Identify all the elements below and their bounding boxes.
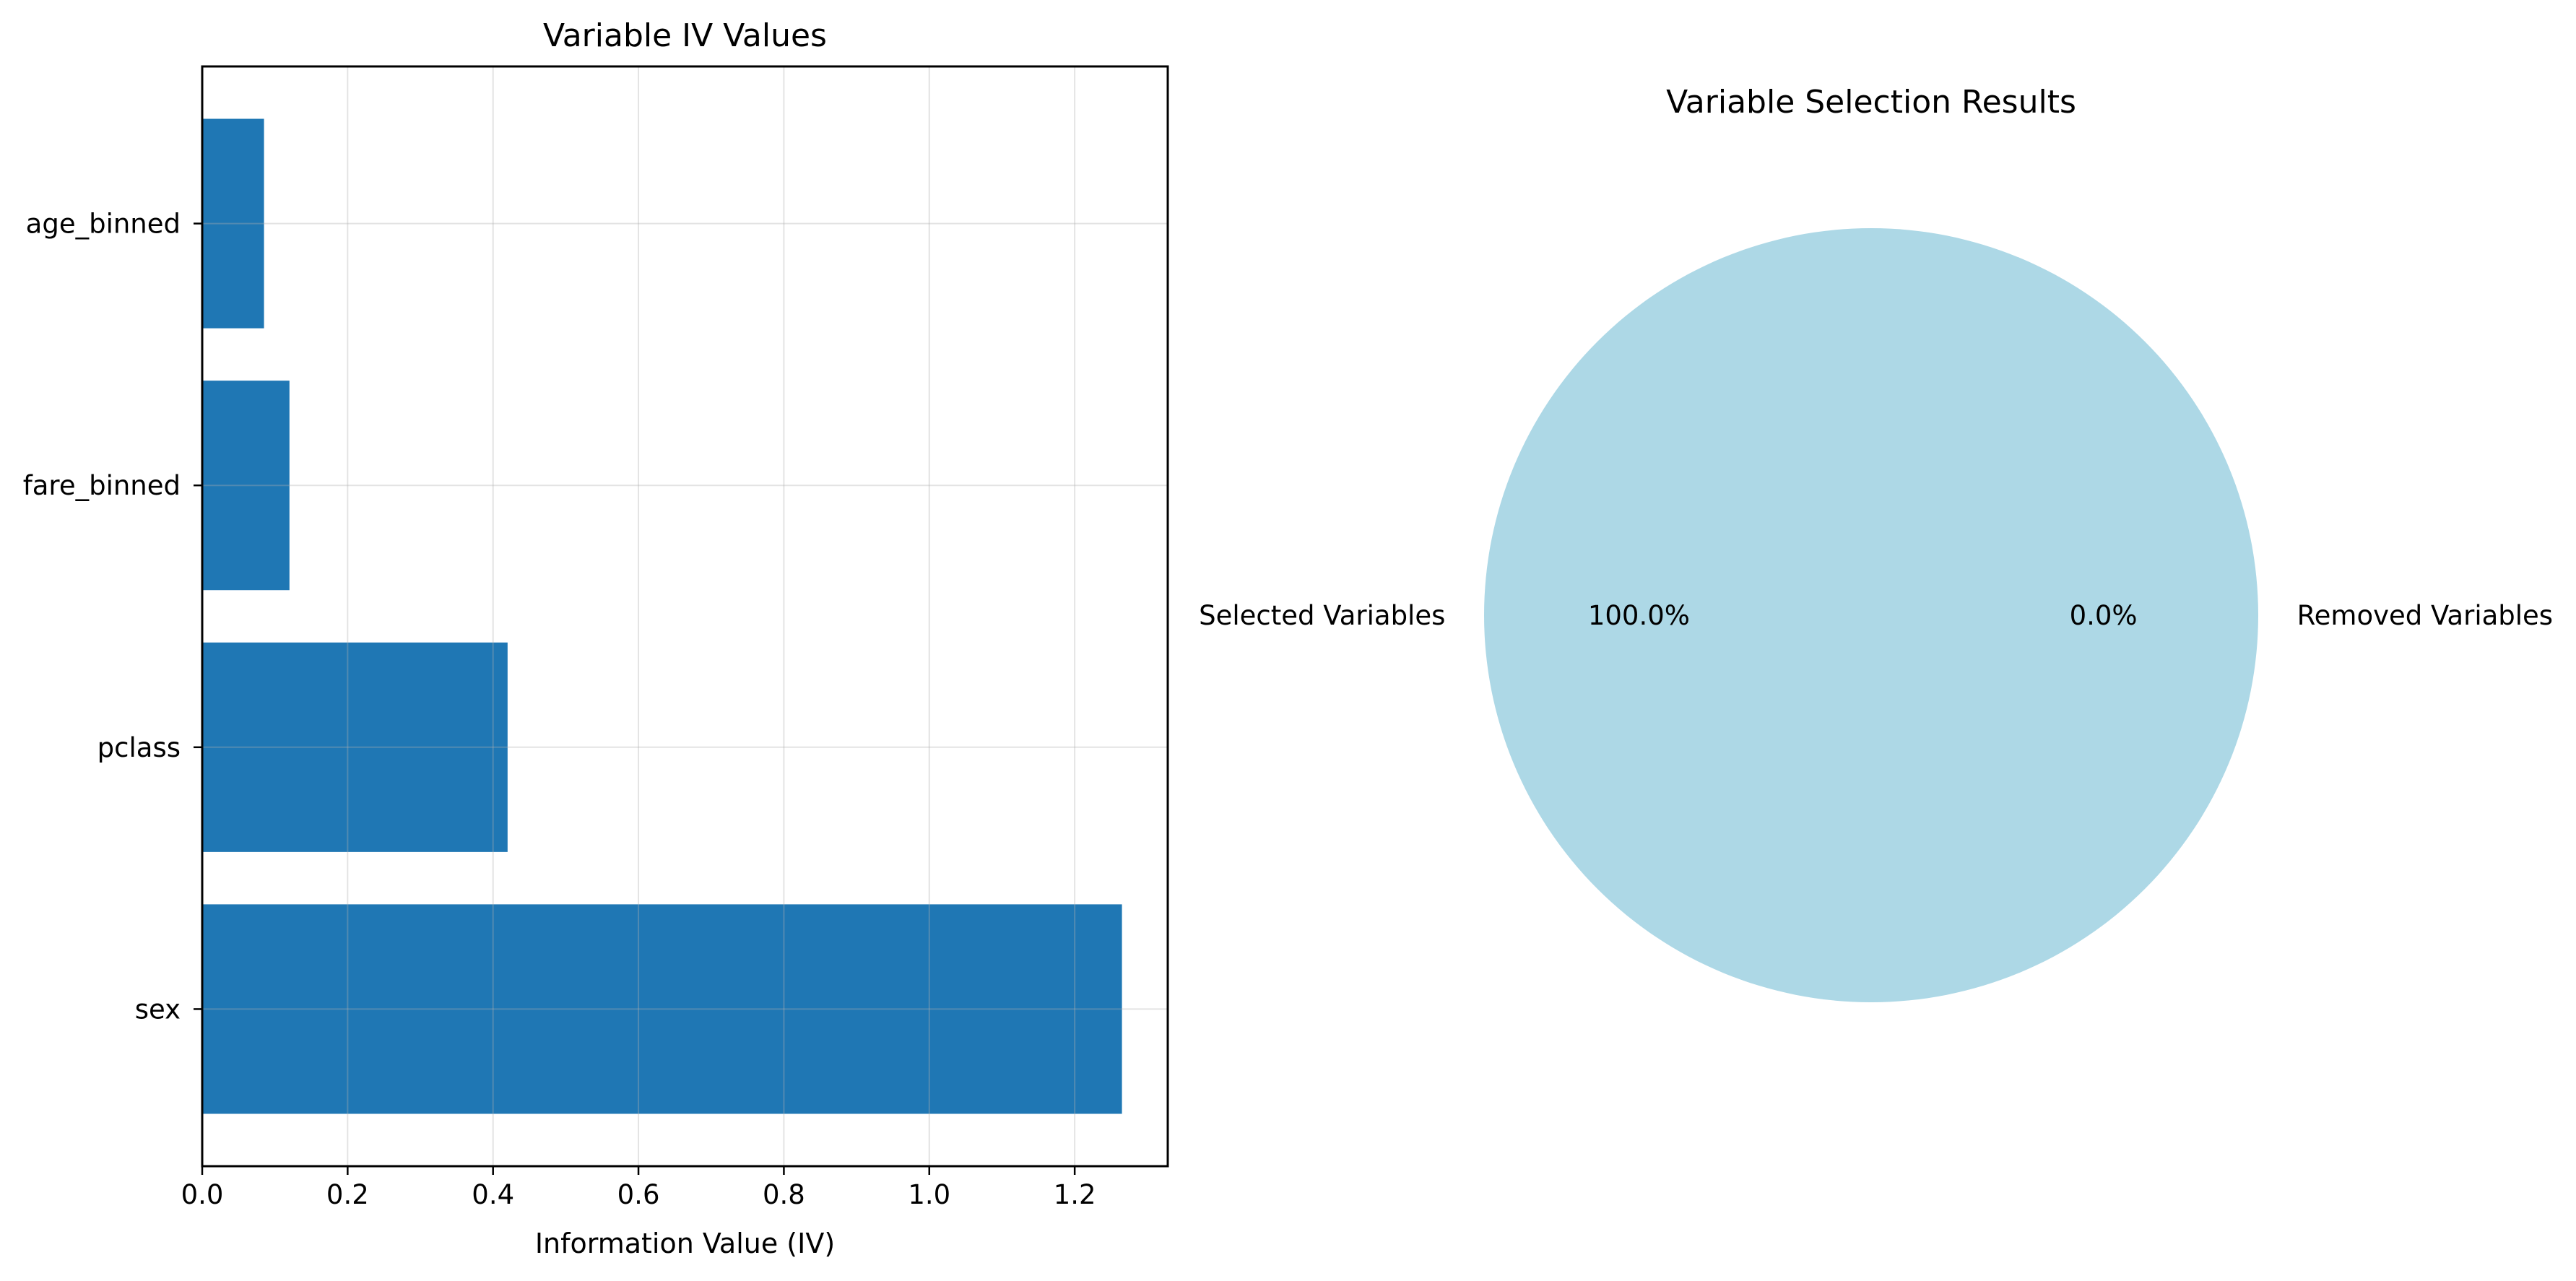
x-tick-label: 1.0 [908,1179,950,1210]
y-tick-label: age_binned [26,209,181,240]
x-tick-label: 0.0 [181,1179,224,1210]
iv-bar-chart: Variable IV Values 0.0 0.2 0.4 0.6 0.8 1.0 1.2… [23,17,1169,1259]
pie-chart-title: Variable Selection Results [1666,84,2076,121]
y-tick-label: pclass [97,732,181,763]
selection-pie-chart: Variable Selection Results Selected Vari… [1199,84,2553,1002]
bar-age_binned [202,118,264,329]
plot-frame [201,65,1169,1168]
x-tick-label: 0.4 [472,1179,514,1210]
bar-pclass [202,642,508,852]
pie-slice-0 [1484,228,2258,1002]
pie-slices [1484,228,2258,1002]
x-axis-ticks: 0.0 0.2 0.4 0.6 0.8 1.0 1.2 [181,1166,1096,1210]
bar-sex [202,904,1122,1114]
pie-labels: Selected Variables 100.0% Removed Variable… [1199,600,2553,631]
x-tick-label: 1.2 [1054,1179,1096,1210]
y-tick-label: fare_binned [23,470,181,501]
x-tick-label: 0.6 [617,1179,660,1210]
bar-chart-title: Variable IV Values [543,17,827,54]
y-tick-label: sex [135,994,181,1025]
pie-slice-label: Selected Variables [1199,600,1445,631]
bar-fare_binned [202,381,290,591]
x-axis-label: Information Value (IV) [535,1228,835,1259]
y-axis-ticks: sex pclass fare_binned age_binned [23,209,202,1025]
pie-slice-label: Removed Variables [2297,600,2553,631]
x-tick-label: 0.2 [326,1179,369,1210]
pie-percent-label: 100.0% [1588,600,1690,631]
pie-percent-label: 0.0% [2070,600,2138,631]
bar-series [202,118,1122,1114]
x-tick-label: 0.8 [763,1179,805,1210]
